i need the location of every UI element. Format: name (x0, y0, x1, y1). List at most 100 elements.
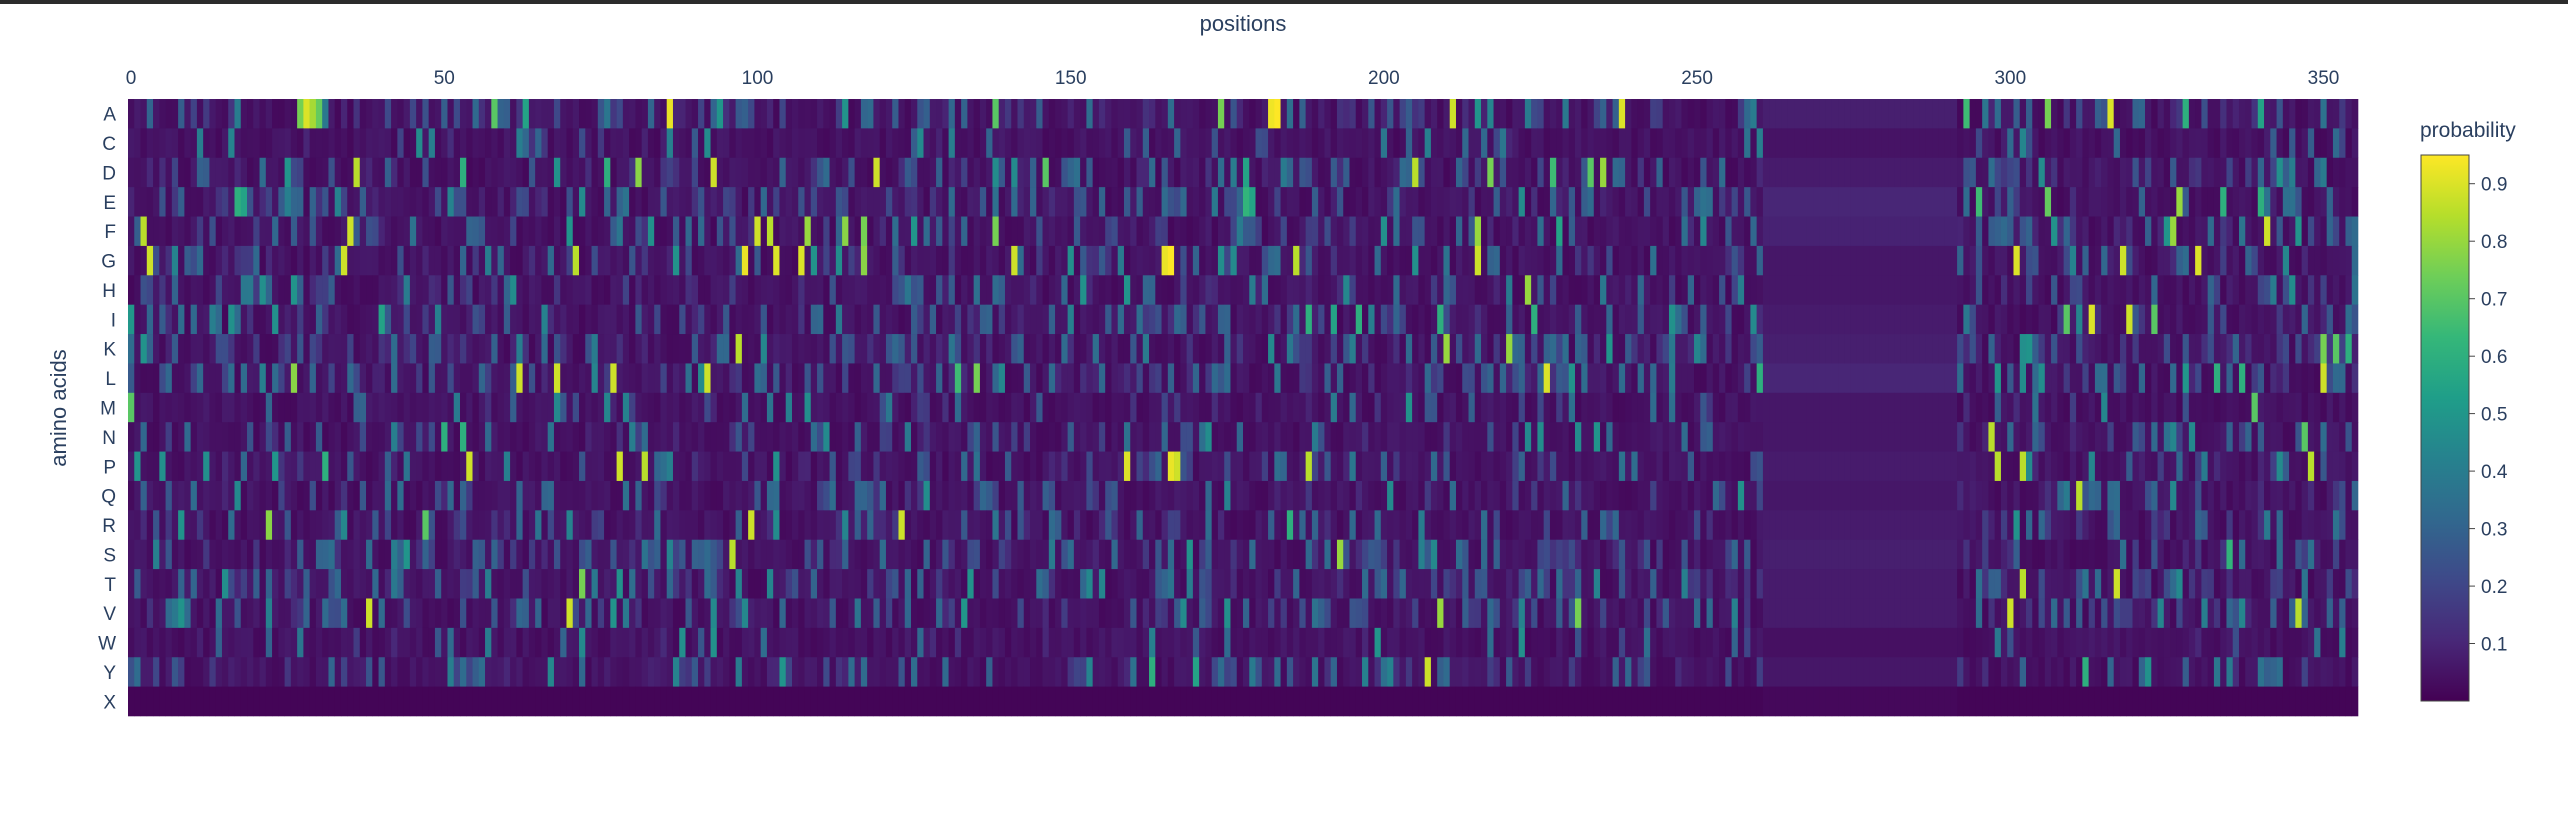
heatmap-cell (1199, 275, 1206, 305)
heatmap-cell (2301, 187, 2309, 217)
heatmap-cell (1531, 451, 1538, 482)
heatmap-cell (2138, 422, 2146, 452)
heatmap-cell (1925, 392, 1933, 423)
heatmap-cell (1405, 334, 1413, 364)
heatmap-cell (1174, 451, 1181, 482)
heatmap-cell (892, 216, 899, 247)
heatmap-cell (290, 157, 298, 188)
heatmap-cell (835, 363, 843, 394)
heatmap-cell (1881, 128, 1889, 159)
heatmap-cell (259, 334, 267, 364)
heatmap-cell (159, 99, 166, 129)
heatmap-cell (1136, 157, 1144, 188)
heatmap-cell (1944, 245, 1952, 276)
heatmap-cell (1863, 216, 1870, 247)
heatmap-cell (1913, 157, 1920, 188)
heatmap-cell (1098, 216, 1106, 247)
heatmap-cell (1957, 304, 1964, 335)
heatmap-cell (2295, 451, 2302, 482)
heatmap-cell (1650, 187, 1657, 217)
heatmap-cell (1180, 187, 1187, 217)
heatmap-cell (1011, 334, 1018, 364)
heatmap-cell (785, 99, 793, 129)
heatmap-cell (2264, 304, 2271, 335)
heatmap-cell (572, 157, 580, 188)
heatmap-cell (854, 157, 862, 188)
heatmap-cell (1449, 334, 1457, 364)
heatmap-cell (1556, 157, 1563, 188)
heatmap-cell (2051, 128, 2058, 159)
heatmap-cell (1706, 245, 1714, 276)
heatmap-cell (1349, 187, 1357, 217)
heatmap-cell (911, 187, 918, 217)
heatmap-cell (441, 363, 448, 394)
heatmap-cell (240, 422, 248, 452)
heatmap-cell (1362, 275, 1369, 305)
heatmap-cell (1205, 187, 1212, 217)
heatmap-cell (215, 363, 223, 394)
heatmap-cell (679, 275, 686, 305)
heatmap-cell (366, 480, 373, 511)
heatmap-cell (228, 422, 235, 452)
heatmap-cell (397, 216, 404, 247)
heatmap-cell (134, 157, 141, 188)
heatmap-cell (1606, 392, 1613, 423)
heatmap-cell (1261, 480, 1269, 511)
heatmap-cell (497, 275, 505, 305)
heatmap-cell (817, 363, 824, 394)
heatmap-cell (340, 422, 348, 452)
heatmap-cell (622, 363, 630, 394)
heatmap-cell (1806, 334, 1814, 364)
heatmap-cell (1762, 451, 1770, 482)
heatmap-cell (1405, 422, 1413, 452)
heatmap-cell (1336, 216, 1344, 247)
heatmap-cell (221, 480, 229, 511)
heatmap-cell (2195, 187, 2202, 217)
heatmap-cell (647, 245, 655, 276)
heatmap-cell (791, 157, 799, 188)
heatmap-cell (1712, 392, 1720, 423)
heatmap-cell (459, 275, 467, 305)
heatmap-cell (604, 128, 611, 159)
heatmap-cell (1192, 245, 1200, 276)
heatmap-cell (510, 128, 517, 159)
heatmap-cell (1787, 275, 1795, 305)
heatmap-cell (372, 363, 379, 394)
heatmap-cell (2320, 334, 2327, 364)
heatmap-cell (961, 363, 968, 394)
heatmap-cell (1794, 99, 1801, 129)
heatmap-cell (1324, 99, 1331, 129)
heatmap-cell (2026, 392, 2033, 423)
heatmap-cell (610, 304, 617, 335)
heatmap-cell (334, 128, 342, 159)
heatmap-cell (748, 480, 755, 511)
heatmap-cell (1318, 128, 1325, 159)
heatmap-cell (1249, 304, 1256, 335)
heatmap-cell (541, 157, 548, 188)
heatmap-cell (2157, 392, 2165, 423)
heatmap-cell (1092, 187, 1100, 217)
heatmap-cell (353, 363, 361, 394)
heatmap-cell (1756, 99, 1764, 129)
heatmap-cell (1719, 334, 1726, 364)
heatmap-cell (804, 216, 812, 247)
heatmap-cell (716, 304, 724, 335)
heatmap-cell (134, 480, 141, 511)
heatmap-cell (2026, 216, 2033, 247)
heatmap-cell (1073, 216, 1081, 247)
heatmap-cell (209, 304, 216, 335)
heatmap-cell (785, 157, 793, 188)
heatmap-cell (234, 304, 242, 335)
heatmap-cell (2145, 275, 2152, 305)
heatmap-cell (1274, 451, 1281, 482)
heatmap-cell (466, 275, 473, 305)
heatmap-cell (654, 275, 661, 305)
heatmap-cell (2038, 304, 2046, 335)
heatmap-cell (579, 99, 586, 129)
heatmap-cell (1568, 334, 1576, 364)
heatmap-cell (929, 245, 937, 276)
heatmap-cell (1975, 128, 1983, 159)
heatmap-cell (1336, 304, 1344, 335)
heatmap-cell (748, 422, 755, 452)
heatmap-cell (1543, 363, 1551, 394)
